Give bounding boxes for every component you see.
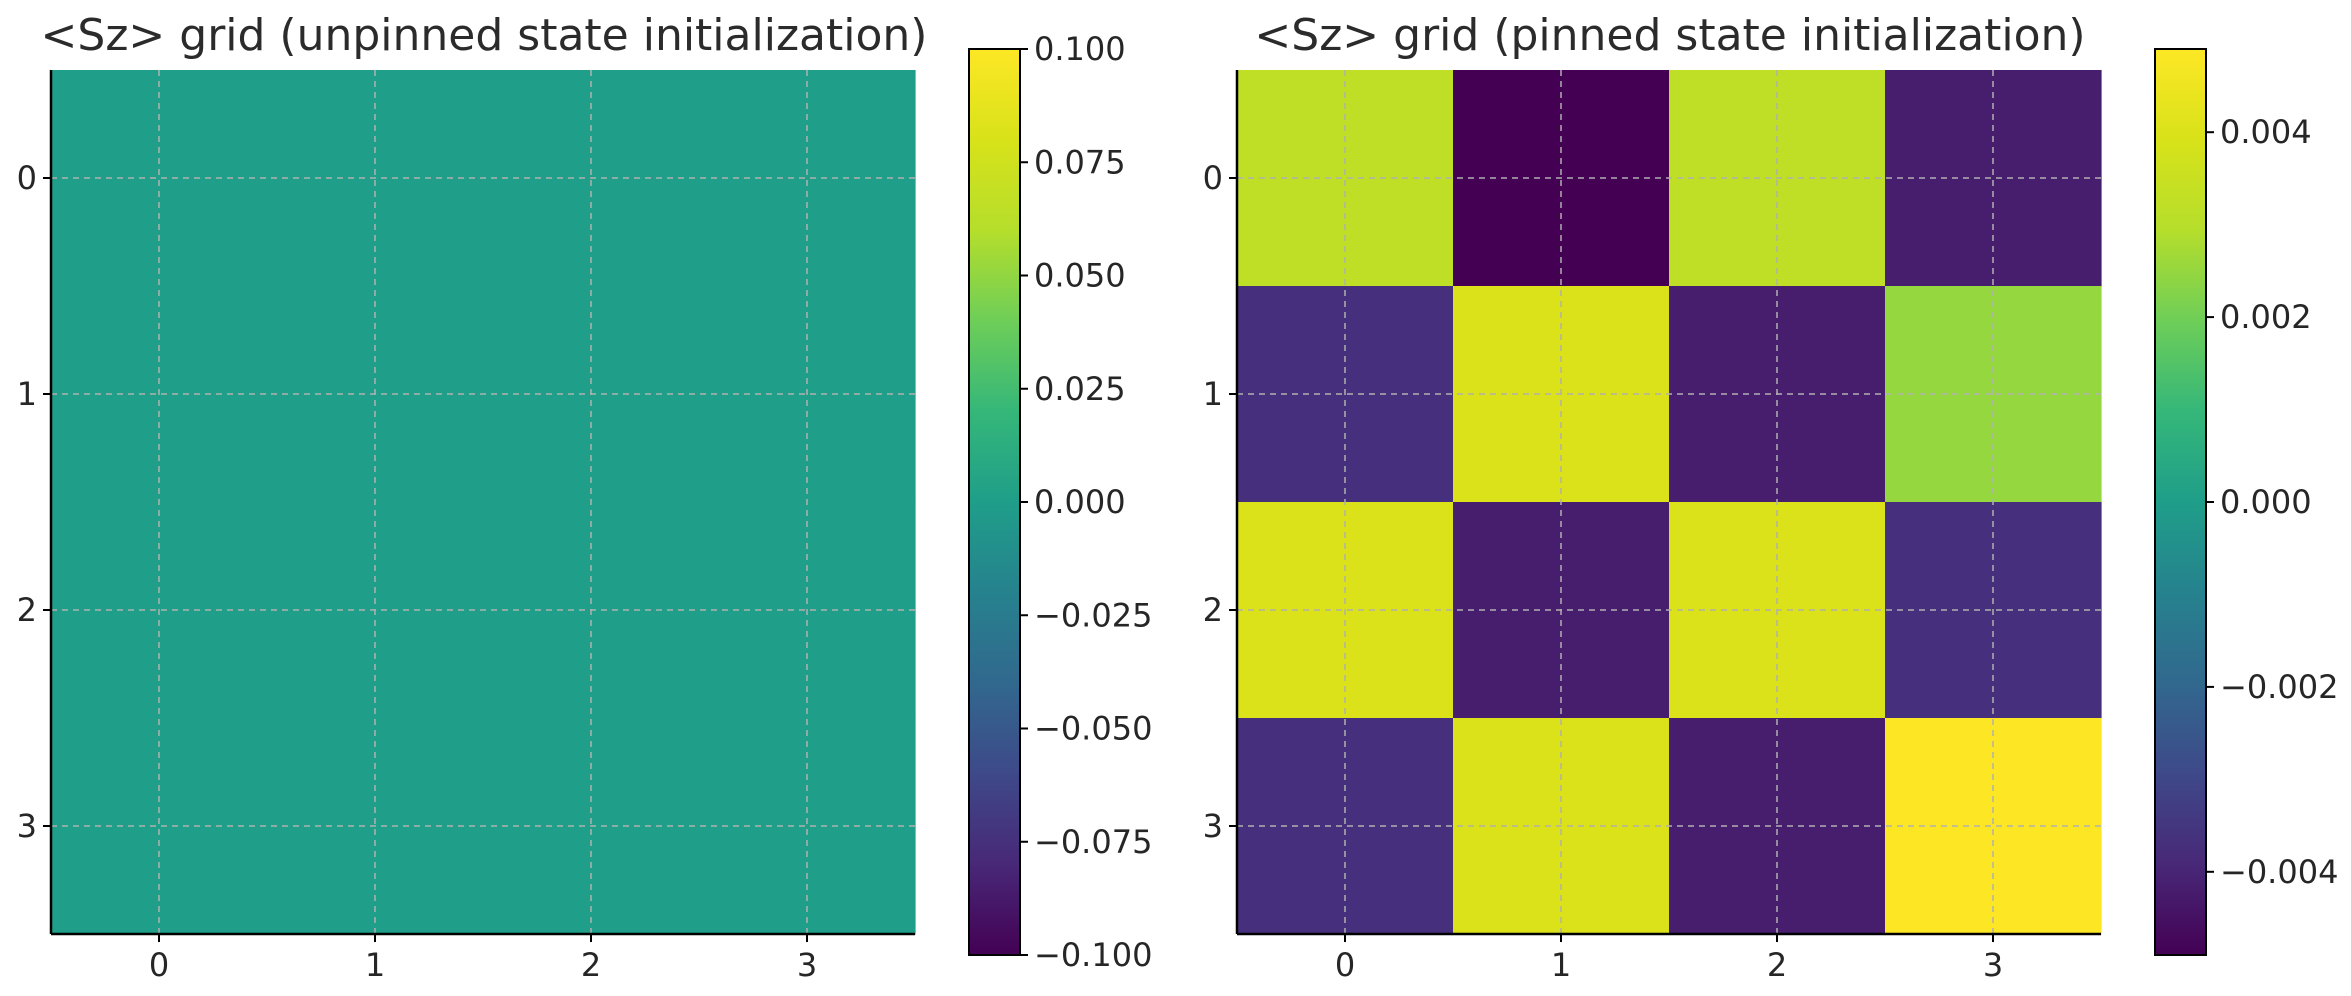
right-y-tick-label: 1 [1203,375,1223,413]
right-chart-title: <Sz> grid (pinned state initialization) [1254,10,2085,61]
right-colorbar-gradient [2154,48,2207,956]
right-colorbar-tick-label: 0.002 [2220,298,2312,336]
right-y-tick-label: 0 [1203,159,1223,197]
left-colorbar-tick-label: 0.025 [1034,370,1126,408]
left-colorbar-tick-label: −0.075 [1034,823,1152,861]
heatmap-cell [1885,70,2102,287]
right-heatmap-panel: <Sz> grid (pinned state initialization) … [1203,10,2339,984]
right-x-tick-label: 0 [1335,946,1355,984]
left-colorbar-tick-label: 0.075 [1034,143,1126,181]
heatmap-cell [699,70,916,287]
right-colorbar-tick-label: 0.000 [2220,483,2312,521]
right-colorbar-tick-label: −0.004 [2220,853,2338,891]
left-x-tick-label: 1 [365,946,385,984]
left-x-axis-ticks: 0 1 2 3 [149,946,817,984]
right-colorbar-tick-label: 0.004 [2220,113,2312,151]
left-x-tick-label: 3 [797,946,817,984]
right-x-tick-label: 1 [1551,946,1571,984]
left-x-tick-label: 2 [581,946,601,984]
heatmap-cell [699,718,916,935]
right-heatmap-axes [1229,70,2101,942]
left-colorbar-tick-label: −0.025 [1034,596,1152,634]
left-colorbar: 0.100 0.075 0.050 0.025 0.000 −0.025 −0.… [968,30,1152,974]
left-colorbar-tick-label: −0.100 [1034,936,1152,974]
left-colorbar-tick-label: 0.000 [1034,483,1126,521]
left-colorbar-gradient [968,48,1021,956]
left-heatmap-panel: <Sz> grid (unpinned state initialization… [17,10,1153,984]
right-x-axis-ticks: 0 1 2 3 [1335,946,2003,984]
left-y-tick-label: 0 [17,159,37,197]
right-x-tick-label: 3 [1983,946,2003,984]
right-colorbar-tick-label: −0.002 [2220,668,2338,706]
right-heatmap-cells [1237,70,2102,935]
left-colorbar-tick-label: −0.050 [1034,710,1152,748]
heatmap-cell [1237,70,1454,287]
left-colorbar-tick-label: 0.100 [1034,30,1126,68]
heatmap-cell [1885,718,2102,935]
left-colorbar-tick-label: 0.050 [1034,257,1126,295]
right-y-axis-ticks: 0 1 2 3 [1203,159,1223,845]
right-heatmap-gridlines [1237,70,2101,934]
left-heatmap-axes [43,70,915,942]
left-y-tick-label: 3 [17,807,37,845]
heatmap-cell [51,70,268,287]
right-y-tick-label: 3 [1203,807,1223,845]
left-chart-title: <Sz> grid (unpinned state initialization… [41,10,928,61]
right-y-tick-label: 2 [1203,591,1223,629]
left-heatmap-gridlines [51,70,915,934]
left-y-axis-ticks: 0 1 2 3 [17,159,37,845]
right-x-tick-label: 2 [1767,946,1787,984]
heatmap-cell [1237,718,1454,935]
left-heatmap-cells [51,70,916,935]
heatmap-cell [51,718,268,935]
left-y-tick-label: 1 [17,375,37,413]
right-colorbar: 0.004 0.002 0.000 −0.002 −0.004 [2154,48,2338,956]
left-x-tick-label: 0 [149,946,169,984]
left-y-tick-label: 2 [17,591,37,629]
